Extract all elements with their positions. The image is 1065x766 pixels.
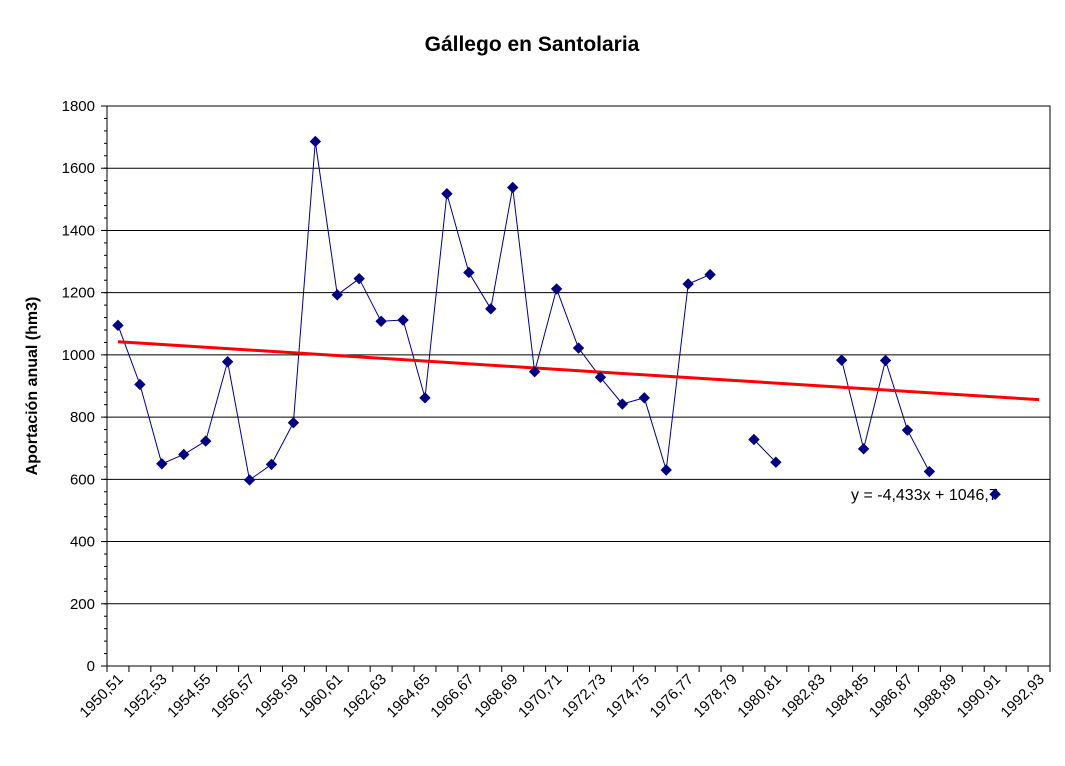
data-point [375, 315, 387, 327]
y-axis-ticks: 0 200 400 600 800 1000 1200 1400 1600 1800 [62, 98, 107, 675]
data-point [989, 488, 1001, 500]
x-tick-label: 1986,87 [866, 671, 916, 721]
data-point [419, 392, 431, 404]
data-point [528, 365, 541, 378]
x-tick-label: 1978,79 [690, 671, 740, 721]
trendline [117, 340, 1040, 402]
x-tick-label: 1974,75 [603, 671, 653, 721]
data-point [879, 354, 892, 367]
data-point [507, 181, 519, 194]
data-point [704, 268, 716, 281]
data-point [265, 458, 278, 471]
data-point [901, 424, 914, 436]
series-line [753, 439, 777, 463]
data-point [594, 371, 607, 383]
x-tick-label: 1952,53 [120, 671, 170, 721]
x-tick-label: 1954,55 [164, 671, 214, 721]
x-tick-label: 1964,65 [383, 671, 433, 721]
y-axis-label: Aportación anual (hm3) [24, 297, 41, 476]
y-tick-label: 600 [70, 471, 95, 488]
data-point [485, 303, 497, 315]
y-tick-label: 800 [70, 409, 95, 426]
x-tick-label: 1982,83 [778, 671, 828, 721]
x-tick-label: 1960,61 [296, 671, 346, 721]
x-axis-ticks: 1950,511952,531954,551956,571958,591960,… [76, 666, 1051, 721]
data-point [923, 465, 936, 478]
y-tick-label: 0 [87, 658, 95, 675]
x-tick-label: 1962,63 [340, 671, 390, 721]
x-tick-label: 1966,67 [427, 671, 477, 721]
data-point [156, 458, 168, 470]
series-line [117, 141, 711, 481]
data-point [243, 474, 256, 486]
data-point [770, 456, 782, 468]
plot-area-border [106, 105, 1051, 667]
x-tick-label: 1958,59 [252, 671, 302, 721]
data-point [682, 278, 694, 290]
x-tick-label: 1992,93 [997, 671, 1047, 721]
x-tick-label: 1970,71 [515, 671, 565, 721]
data-point [572, 342, 585, 354]
gridlines [107, 167, 1050, 605]
data-point [616, 398, 629, 410]
x-tick-label: 1956,57 [208, 671, 258, 721]
data-point [134, 378, 146, 391]
x-tick-label: 1990,91 [954, 671, 1004, 721]
y-tick-label: 1400 [62, 222, 95, 239]
x-tick-label: 1988,89 [910, 671, 960, 721]
x-tick-label: 1950,51 [76, 671, 126, 721]
x-tick-label: 1984,85 [822, 671, 872, 721]
data-point [287, 417, 300, 429]
data-point [660, 464, 672, 476]
data-point [748, 433, 760, 446]
y-tick-label: 400 [70, 534, 95, 551]
data-point [221, 356, 234, 368]
data-point [112, 319, 124, 332]
data-point [550, 283, 563, 295]
data-point [638, 392, 650, 404]
y-tick-label: 1800 [62, 98, 95, 115]
data-point [397, 314, 409, 326]
y-tick-label: 200 [70, 596, 95, 613]
data-point [835, 354, 848, 366]
data-point [441, 188, 453, 200]
data-point [463, 266, 475, 279]
x-tick-label: 1980,81 [734, 671, 784, 721]
trendline-equation: y = -4,433x + 1046,7 [851, 487, 998, 504]
y-tick-label: 1200 [62, 285, 95, 302]
x-tick-label: 1972,73 [559, 671, 609, 721]
y-tick-label: 1000 [62, 347, 95, 364]
x-tick-label: 1968,69 [471, 671, 521, 721]
data-point [199, 435, 212, 447]
data-point [309, 135, 322, 148]
chart-title: Gállego en Santolaria [425, 33, 640, 56]
data-point [178, 448, 190, 461]
series-line [841, 358, 930, 472]
x-tick-label: 1976,77 [647, 671, 697, 721]
y-tick-label: 1600 [62, 160, 95, 177]
data-point [331, 289, 343, 301]
data-point [857, 443, 870, 455]
data-markers [112, 135, 1001, 500]
data-point [353, 272, 365, 285]
series-aportacion [117, 141, 930, 481]
